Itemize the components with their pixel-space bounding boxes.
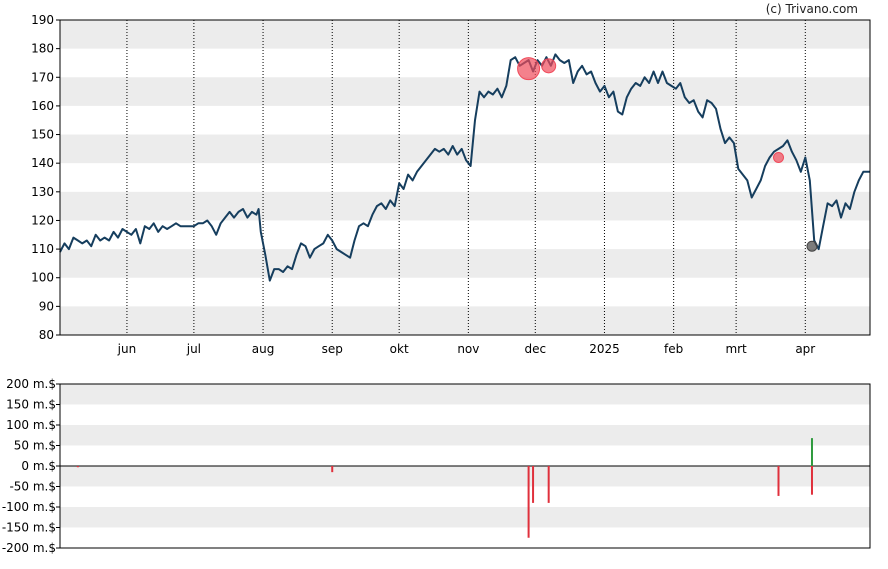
y-tick-label: 90 [39,299,54,313]
x-tick-label: jul [186,342,201,356]
flow-y-tick-label: 150 m.$ [6,398,56,412]
x-tick-label: sep [322,342,343,356]
y-tick-label: 170 [31,70,54,84]
flow-chart-frame [59,383,871,549]
price-chart-frame [59,19,871,336]
x-tick-label: dec [524,342,546,356]
flow-y-tick-label: 0 m.$ [21,459,56,473]
flow-y-tick-label: 50 m.$ [14,439,56,453]
y-tick-label: 190 [31,13,54,27]
price-grid-band [60,306,870,335]
y-tick-label: 110 [31,242,54,256]
price-line [59,53,870,282]
flow-y-tick-label: -100 m.$ [2,500,56,514]
trade-marker [541,58,557,74]
y-tick-label: 80 [39,328,54,342]
x-tick-label: 2025 [589,342,620,356]
x-tick-label: nov [457,342,479,356]
price-grid-band [60,77,870,106]
trade-marker [806,240,818,252]
x-tick-label: apr [795,342,815,356]
y-tick-label: 180 [31,42,54,56]
flow-y-tick-label: -200 m.$ [2,541,56,555]
copyright-label: (c) Trivano.com [765,2,858,16]
flow-chart: -200 m.$ -150 m.$ -100 m.$ -50 m.$ 0 m.$ 50 m… [2,377,871,555]
flow-y-tick-label: 200 m.$ [6,377,56,391]
x-tick-label: mrt [725,342,747,356]
flow-y-tick-label: -150 m.$ [2,521,56,535]
x-tick-label: feb [664,342,683,356]
y-tick-label: 160 [31,99,54,113]
y-tick-label: 150 [31,128,54,142]
flow-grid-band [60,384,870,405]
x-tick-label: aug [252,342,275,356]
flow-grid-band [60,507,870,528]
flow-y-tick-label: 100 m.$ [6,418,56,432]
price-grid-band [60,20,870,49]
flow-y-tick-label: -50 m.$ [9,480,56,494]
y-tick-label: 120 [31,213,54,227]
x-tick-label: jun [117,342,137,356]
flow-grid-band [60,425,870,446]
y-tick-label: 100 [31,271,54,285]
price-grid-band [60,249,870,278]
flow-grid-band [60,466,870,487]
trade-marker [517,57,541,81]
y-tick-label: 130 [31,185,54,199]
y-tick-label: 140 [31,156,54,170]
price-grid-band [60,191,870,221]
price-chart: jun jul aug sep okt nov dec 2025 feb mrt apr 80 90 10… [31,13,871,356]
x-tick-label: okt [390,342,409,356]
trade-marker [773,151,785,163]
